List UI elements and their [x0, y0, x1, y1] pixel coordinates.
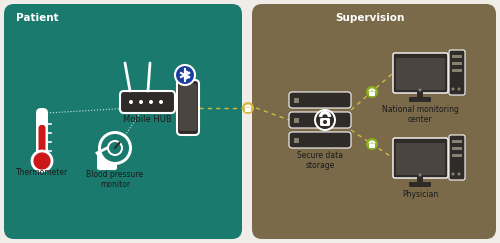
FancyBboxPatch shape — [4, 4, 242, 239]
Circle shape — [107, 140, 123, 156]
FancyBboxPatch shape — [97, 152, 117, 170]
Circle shape — [458, 87, 460, 90]
Bar — [417, 92, 423, 99]
FancyBboxPatch shape — [36, 108, 48, 163]
Circle shape — [418, 174, 422, 176]
Circle shape — [452, 87, 454, 90]
FancyBboxPatch shape — [449, 50, 465, 95]
Bar — [452, 69, 462, 72]
FancyBboxPatch shape — [409, 97, 431, 102]
Circle shape — [316, 111, 334, 129]
Circle shape — [32, 151, 52, 171]
Text: Blood pressure
monitor: Blood pressure monitor — [86, 170, 144, 189]
Circle shape — [452, 173, 454, 175]
Circle shape — [366, 86, 378, 98]
Text: Mobile HUB: Mobile HUB — [122, 115, 172, 124]
FancyBboxPatch shape — [245, 107, 251, 112]
Bar — [452, 147, 462, 150]
Circle shape — [314, 109, 336, 131]
Bar — [294, 98, 299, 103]
FancyBboxPatch shape — [38, 125, 46, 160]
Bar — [396, 143, 445, 175]
FancyBboxPatch shape — [449, 135, 465, 180]
FancyBboxPatch shape — [393, 53, 448, 93]
Text: Thermometer: Thermometer — [16, 168, 68, 177]
FancyBboxPatch shape — [409, 182, 431, 187]
Circle shape — [242, 102, 254, 114]
Bar — [452, 140, 462, 143]
FancyBboxPatch shape — [177, 80, 199, 135]
FancyBboxPatch shape — [179, 84, 197, 131]
Circle shape — [109, 142, 121, 154]
Circle shape — [101, 134, 129, 162]
FancyBboxPatch shape — [289, 112, 351, 128]
FancyBboxPatch shape — [369, 144, 375, 148]
Bar — [452, 62, 462, 65]
FancyBboxPatch shape — [320, 118, 330, 126]
Bar — [452, 55, 462, 58]
FancyBboxPatch shape — [120, 91, 175, 113]
Circle shape — [458, 173, 460, 175]
Bar — [396, 58, 445, 90]
FancyBboxPatch shape — [252, 4, 496, 239]
Bar — [294, 138, 299, 143]
FancyBboxPatch shape — [289, 92, 351, 108]
FancyBboxPatch shape — [369, 92, 375, 96]
Circle shape — [418, 88, 422, 92]
Text: National monitoring
center: National monitoring center — [382, 105, 458, 124]
Circle shape — [175, 65, 195, 85]
Circle shape — [323, 120, 327, 124]
Bar — [294, 118, 299, 123]
Circle shape — [149, 100, 153, 104]
Text: Physician: Physician — [402, 190, 438, 199]
FancyBboxPatch shape — [289, 132, 351, 148]
Text: Supervision: Supervision — [336, 13, 404, 23]
Circle shape — [159, 100, 163, 104]
Bar — [417, 177, 423, 184]
Bar — [452, 154, 462, 157]
FancyBboxPatch shape — [393, 138, 448, 178]
Circle shape — [129, 100, 133, 104]
Circle shape — [98, 131, 132, 165]
Circle shape — [366, 138, 378, 150]
Text: Secure data
storage: Secure data storage — [297, 151, 343, 170]
Text: Patient: Patient — [16, 13, 58, 23]
Circle shape — [139, 100, 143, 104]
